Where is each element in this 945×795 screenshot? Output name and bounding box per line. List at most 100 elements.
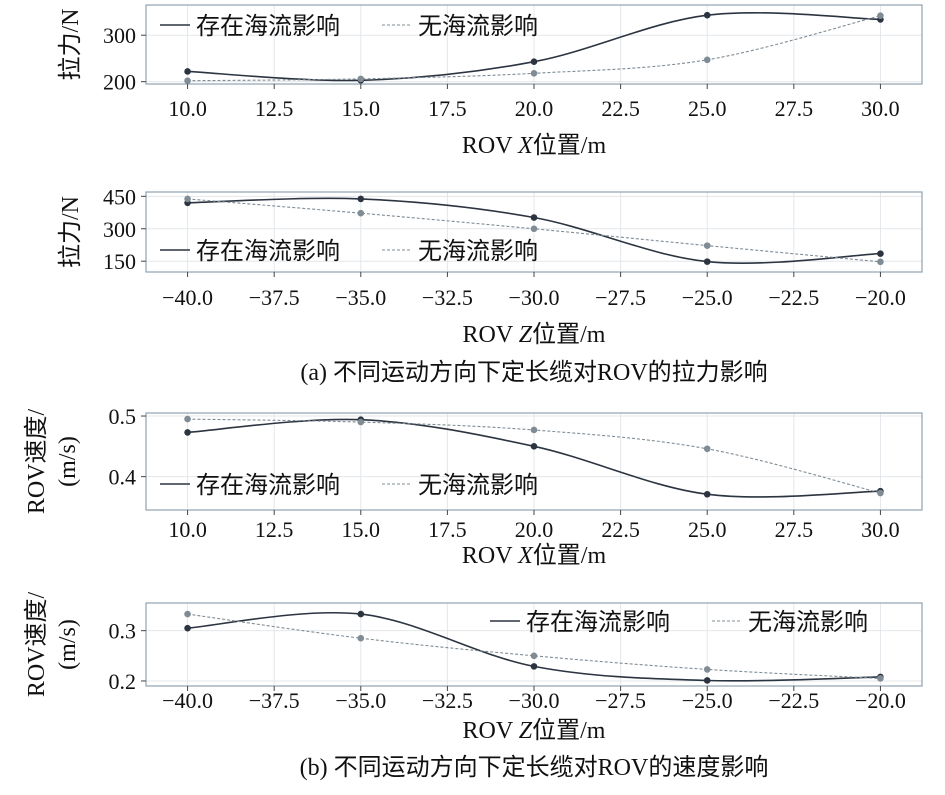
y-axis-label: 拉力/N — [57, 196, 84, 268]
chart-panel-tension-x: 10.0 12.5 15.0 17.5 20.0 22.5 25.0 27.5 30.0 200 3… — [57, 4, 923, 159]
legend-label: 存在海流影响 — [196, 472, 340, 499]
x-tick-label: 27.5 — [775, 517, 814, 542]
x-axis-label-variable: X — [517, 133, 534, 159]
data-point — [530, 663, 538, 670]
data-point — [184, 610, 191, 618]
figure-caption: (b) 不同运动方向下定长缆对ROV的速度影响 — [300, 754, 769, 781]
data-point — [877, 250, 884, 257]
x-axis-label-prefix: ROV — [462, 133, 518, 159]
y-tick-label: 0.2 — [109, 669, 137, 694]
data-point — [357, 195, 365, 203]
x-axis-label-prefix: ROV — [463, 322, 519, 348]
y-axis-label-line2: (m/s) — [55, 619, 81, 670]
legend-label: 存在海流影响 — [196, 13, 340, 40]
x-axis-label-prefix: ROV — [462, 543, 518, 569]
y-tick-label: 300 — [103, 217, 136, 242]
y-axis-label: 拉力/N — [57, 9, 84, 81]
x-axis-label-suffix: 位置/m — [533, 542, 607, 569]
legend-label: 无海流影响 — [418, 238, 538, 265]
data-point — [703, 490, 711, 498]
legend-label: 无海流影响 — [748, 609, 868, 636]
y-tick-label: 0.3 — [109, 619, 137, 644]
x-tick-label: 17.5 — [428, 96, 467, 121]
data-point — [877, 489, 884, 497]
data-point — [357, 610, 365, 618]
x-tick-label: −35.0 — [335, 285, 386, 310]
legend-label: 无海流影响 — [418, 472, 538, 499]
x-tick-label: 15.0 — [342, 96, 381, 121]
data-point — [184, 415, 191, 423]
data-point — [530, 70, 538, 77]
x-axis-label: ROV X位置/m — [462, 542, 607, 569]
x-tick-label: 27.5 — [775, 96, 814, 121]
x-tick-label: 30.0 — [861, 517, 900, 542]
data-point — [184, 429, 191, 436]
chart-panel-speed-x: 10.0 12.5 15.0 17.5 20.0 22.5 25.0 27.5 30.0 0.4 0… — [23, 404, 923, 569]
data-point — [703, 677, 711, 684]
data-point — [357, 418, 365, 426]
x-tick-label: −22.5 — [768, 285, 819, 310]
data-point — [877, 675, 884, 682]
x-tick-label: 12.5 — [255, 517, 294, 542]
x-tick-label: 30.0 — [861, 96, 900, 121]
y-tick-label: 450 — [103, 184, 136, 209]
y-tick-label: 300 — [103, 23, 136, 48]
x-tick-label: 20.0 — [515, 517, 554, 542]
x-tick-label: −30.0 — [509, 688, 560, 713]
data-point — [703, 445, 711, 453]
x-tick-label: 12.5 — [255, 96, 294, 121]
x-tick-label: −37.5 — [249, 285, 300, 310]
data-point — [357, 209, 365, 217]
y-tick-label: 0.4 — [109, 465, 137, 490]
x-tick-label: 22.5 — [601, 96, 640, 121]
x-axis-label: ROV Z位置/m — [463, 321, 606, 348]
data-point — [530, 58, 538, 65]
x-tick-label: 10.0 — [168, 517, 207, 542]
chart-panel-speed-z: −40.0 −37.5 −35.0 −32.5 −30.0 −27.5 −25.0 −22.5… — [23, 592, 923, 781]
legend-label: 存在海流影响 — [196, 238, 340, 265]
data-point — [184, 195, 191, 203]
legend-label: 无海流影响 — [418, 13, 538, 40]
x-tick-label: −40.0 — [162, 688, 213, 713]
x-tick-label: −20.0 — [855, 285, 906, 310]
data-point — [703, 258, 711, 265]
x-tick-label: 22.5 — [601, 517, 640, 542]
y-tick-label: 200 — [103, 70, 136, 95]
data-point — [703, 666, 711, 673]
y-tick-label: 150 — [103, 249, 136, 274]
x-tick-label: −25.0 — [682, 688, 733, 713]
x-axis-label-variable: Z — [519, 718, 533, 744]
data-point — [184, 68, 191, 75]
y-axis-label-line2: (m/s) — [55, 436, 81, 487]
data-point — [184, 624, 191, 632]
x-tick-label: −37.5 — [249, 688, 300, 713]
x-tick-label: −40.0 — [162, 285, 213, 310]
x-axis-label: ROV X位置/m — [462, 132, 607, 159]
x-axis-label-suffix: 位置/m — [532, 717, 606, 744]
data-point — [530, 225, 538, 233]
x-tick-label: −27.5 — [595, 688, 646, 713]
series-line-without-current — [187, 613, 881, 680]
x-tick-label: 15.0 — [342, 517, 381, 542]
y-axis-label-line1: ROV速度/ — [23, 409, 50, 515]
x-axis-label-variable: Z — [519, 322, 533, 348]
data-point — [703, 242, 711, 249]
data-point — [703, 11, 711, 19]
x-tick-label: −25.0 — [682, 285, 733, 310]
x-tick-label: −32.5 — [422, 285, 473, 310]
data-point — [530, 443, 538, 450]
x-axis-label-suffix: 位置/m — [532, 321, 606, 348]
x-tick-label: 25.0 — [688, 96, 727, 121]
x-tick-label: −32.5 — [422, 688, 473, 713]
data-point — [703, 56, 711, 64]
x-axis-label: ROV Z位置/m — [463, 717, 606, 744]
x-axis-label-prefix: ROV — [463, 718, 519, 744]
data-point — [877, 12, 884, 19]
x-axis-label-variable: X — [517, 543, 534, 569]
x-tick-label: 17.5 — [428, 517, 467, 542]
x-tick-label: −27.5 — [595, 285, 646, 310]
data-point — [357, 634, 365, 642]
y-tick-label: 0.5 — [109, 404, 137, 429]
data-point — [877, 258, 884, 266]
